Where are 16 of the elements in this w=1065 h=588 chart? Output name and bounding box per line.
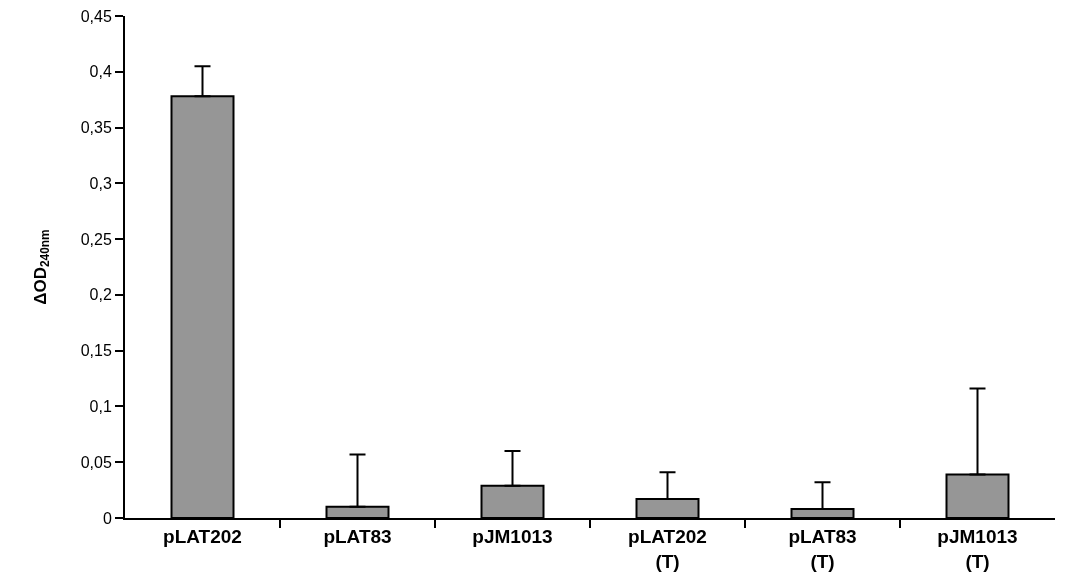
x-tick-label: pLAT83 (T): [788, 525, 857, 572]
x-tick-label: pJM1013 (T): [937, 525, 1018, 572]
y-tick-label: 0,2: [89, 286, 112, 304]
y-tick-label: 0,25: [80, 230, 112, 248]
x-tick-label: pLAT83: [323, 525, 392, 547]
y-tick-label: 0,4: [89, 63, 112, 81]
y-tick-label: 0,05: [80, 453, 112, 471]
y-tick-label: 0,45: [80, 7, 112, 25]
x-tick-label: pLAT202: [163, 525, 242, 547]
y-tick-label: 0: [102, 509, 112, 527]
x-tick-label: pJM1013: [472, 525, 553, 547]
x-tick-label: pLAT202 (T): [628, 525, 707, 572]
y-tick-label: 0,1: [89, 398, 112, 416]
y-tick-label: 0,3: [89, 174, 112, 192]
y-tick-label: 0,35: [80, 119, 112, 137]
y-tick-label: 0,15: [80, 342, 112, 360]
